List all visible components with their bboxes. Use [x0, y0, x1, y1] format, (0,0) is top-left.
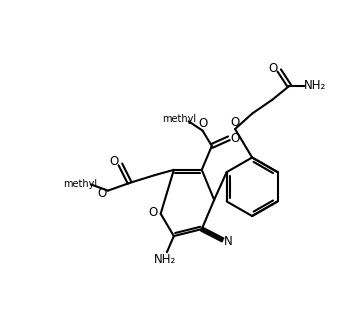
Text: O: O — [109, 155, 119, 168]
Text: methyl: methyl — [162, 114, 196, 124]
Text: O: O — [198, 117, 207, 130]
Text: methyl: methyl — [63, 179, 97, 190]
Text: NH₂: NH₂ — [304, 80, 326, 93]
Text: O: O — [97, 187, 106, 200]
Text: O: O — [148, 206, 157, 219]
Text: NH₂: NH₂ — [154, 253, 176, 266]
Text: O: O — [269, 62, 278, 75]
Text: O: O — [230, 132, 240, 145]
Text: O: O — [230, 116, 240, 129]
Text: N: N — [224, 235, 233, 248]
